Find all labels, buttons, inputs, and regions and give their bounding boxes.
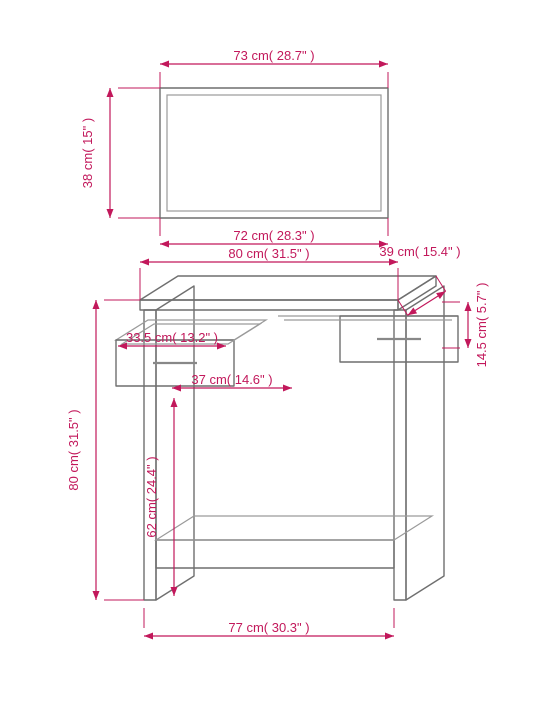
svg-text:14.5 cm( 5.7" ): 14.5 cm( 5.7" ) [474,283,489,368]
svg-text:62 cm( 24.4" ): 62 cm( 24.4" ) [144,456,159,537]
svg-text:80 cm( 31.5" ): 80 cm( 31.5" ) [66,409,81,490]
svg-text:77 cm( 30.3" ): 77 cm( 30.3" ) [228,620,309,635]
svg-text:72 cm( 28.3" ): 72 cm( 28.3" ) [233,228,314,243]
dimension-diagram: 73 cm( 28.7" ) 72 cm( 28.3" ) 38 cm( 15" )… [0,0,540,720]
svg-text:38 cm( 15" ): 38 cm( 15" ) [80,118,95,188]
svg-text:39 cm( 15.4" ): 39 cm( 15.4" ) [379,244,460,259]
svg-text:33.5 cm( 13.2" ): 33.5 cm( 13.2" ) [126,330,218,345]
svg-text:73 cm( 28.7" ): 73 cm( 28.7" ) [233,48,314,63]
svg-text:80 cm( 31.5" ): 80 cm( 31.5" ) [228,246,309,261]
svg-text:37 cm( 14.6" ): 37 cm( 14.6" ) [191,372,272,387]
